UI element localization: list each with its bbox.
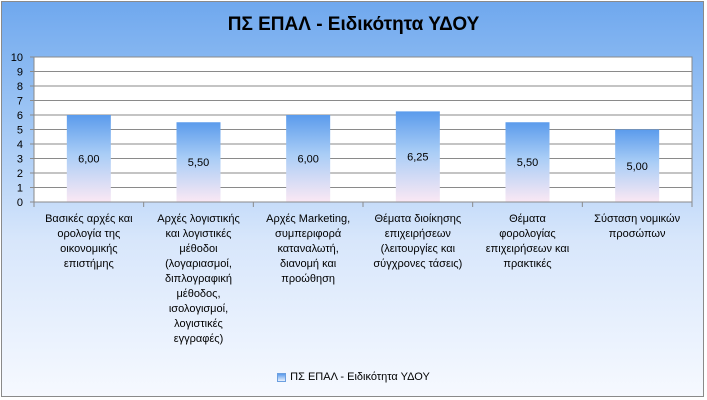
x-category-label-line: σύγχρονες τάσεις) xyxy=(373,258,463,270)
bar-value-label: 5,00 xyxy=(626,161,647,173)
x-category-label-line: επιχειρήσεων xyxy=(384,228,451,240)
legend-swatch xyxy=(277,372,287,382)
x-category-label-line: προσώπων xyxy=(608,228,666,240)
x-category-label-line: εγγραφές) xyxy=(173,333,224,345)
x-category-label-line: διπλογραφική xyxy=(165,273,232,285)
x-category-label-line: επιστήμης xyxy=(63,258,114,270)
chart-title: ΠΣ ΕΠΑΛ - Ειδικότητα ΥΔΟΥ xyxy=(227,14,480,35)
y-tick-label: 1 xyxy=(17,183,23,195)
x-category-label-line: οικονομικής xyxy=(60,243,118,255)
x-category-label-line: διανομή και xyxy=(280,258,337,270)
y-tick-label: 10 xyxy=(11,52,23,64)
bar-value-label: 6,00 xyxy=(297,154,318,166)
x-category-label: Αρχές Marketing, συμπεριφορά καταναλωτή, δι… xyxy=(256,212,360,287)
x-category-label-line: Σύσταση νομικών xyxy=(594,213,681,225)
y-tick-label: 4 xyxy=(17,139,23,151)
x-category-label: Θέματα φορολογίας επιχειρήσεων και πρακτικέ… xyxy=(476,212,580,272)
y-tick-label: 5 xyxy=(17,125,23,137)
x-category-label-line: Θέματα διοίκησης xyxy=(374,213,462,225)
x-category-label-line: (λειτουργίες και xyxy=(380,243,456,255)
x-category-label: Αρχές λογιστικής και λογιστικές μέθοδοι (λο… xyxy=(147,212,251,347)
y-tick-label: 9 xyxy=(17,67,23,79)
y-tick-label: 6 xyxy=(17,110,23,122)
x-category-label-line: μέθοδος, xyxy=(176,288,221,300)
x-category-label-line: και λογιστικές xyxy=(165,228,232,240)
legend: ΠΣ ΕΠΑΛ - Ειδικότητα ΥΔΟΥ xyxy=(0,371,707,383)
x-category-label-line: ισολογισμοί, xyxy=(168,303,229,315)
x-category-label-line: καταναλωτή, xyxy=(277,243,339,255)
x-category-label-line: Αρχές λογιστικής xyxy=(157,213,240,225)
legend-label: ΠΣ ΕΠΑΛ - Ειδικότητα ΥΔΟΥ xyxy=(290,371,430,383)
y-tick-label: 3 xyxy=(17,154,23,166)
y-tick-label: 7 xyxy=(17,96,23,108)
bar xyxy=(505,122,550,202)
x-category-label-line: Θέματα xyxy=(509,213,546,225)
bar-value-label: 6,25 xyxy=(407,152,428,164)
bar xyxy=(615,129,660,202)
x-category-label: Βασικές αρχές και ορολογία της οικονομικής… xyxy=(37,212,141,272)
x-category-label-line: Αρχές Marketing, xyxy=(266,213,351,225)
x-category-label-line: Βασικές αρχές και xyxy=(45,213,133,225)
x-category-label-line: μέθοδοι xyxy=(179,243,218,255)
x-category-label-line: επιχειρήσεων και xyxy=(485,243,570,255)
y-tick-label: 8 xyxy=(17,81,23,93)
y-tick-label: 2 xyxy=(17,168,23,180)
bar xyxy=(286,115,331,202)
bar-value-label: 6,00 xyxy=(78,154,99,166)
bar-value-label: 5,50 xyxy=(188,157,209,169)
bar xyxy=(395,111,440,202)
x-category-label-line: συμπεριφορά xyxy=(275,228,342,240)
bar-value-label: 5,50 xyxy=(517,157,538,169)
x-category-label-line: λογιστικές xyxy=(174,318,223,330)
x-category-label: Θέματα διοίκησης επιχειρήσεων (λειτουργίες… xyxy=(366,212,470,272)
x-category-label-line: πρακτικές xyxy=(503,258,552,270)
x-category-label-line: φορολογίας xyxy=(499,228,556,240)
bar xyxy=(176,122,221,202)
x-category-label-line: προώθηση xyxy=(281,273,335,285)
y-tick-label: 0 xyxy=(17,197,23,209)
bar xyxy=(66,115,111,202)
x-category-label-line: (λογαριασμοί, xyxy=(165,258,232,270)
x-category-label-line: ορολογία της xyxy=(57,228,121,240)
x-category-label: Σύσταση νομικών προσώπων xyxy=(585,212,689,242)
